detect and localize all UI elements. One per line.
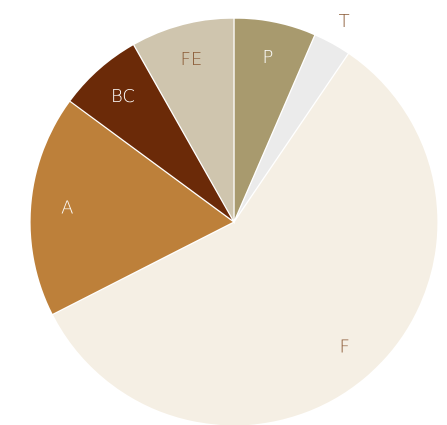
pie-slice [132, 17, 235, 225]
pie-slice [51, 52, 439, 425]
slice-label: A [61, 197, 73, 218]
slice-label: P [262, 47, 273, 68]
slice-label: FE [181, 49, 203, 70]
slice-label: F [339, 336, 349, 357]
slice-label: BC [111, 86, 135, 107]
slice-label: T [339, 11, 350, 32]
pie-slice [29, 100, 236, 316]
